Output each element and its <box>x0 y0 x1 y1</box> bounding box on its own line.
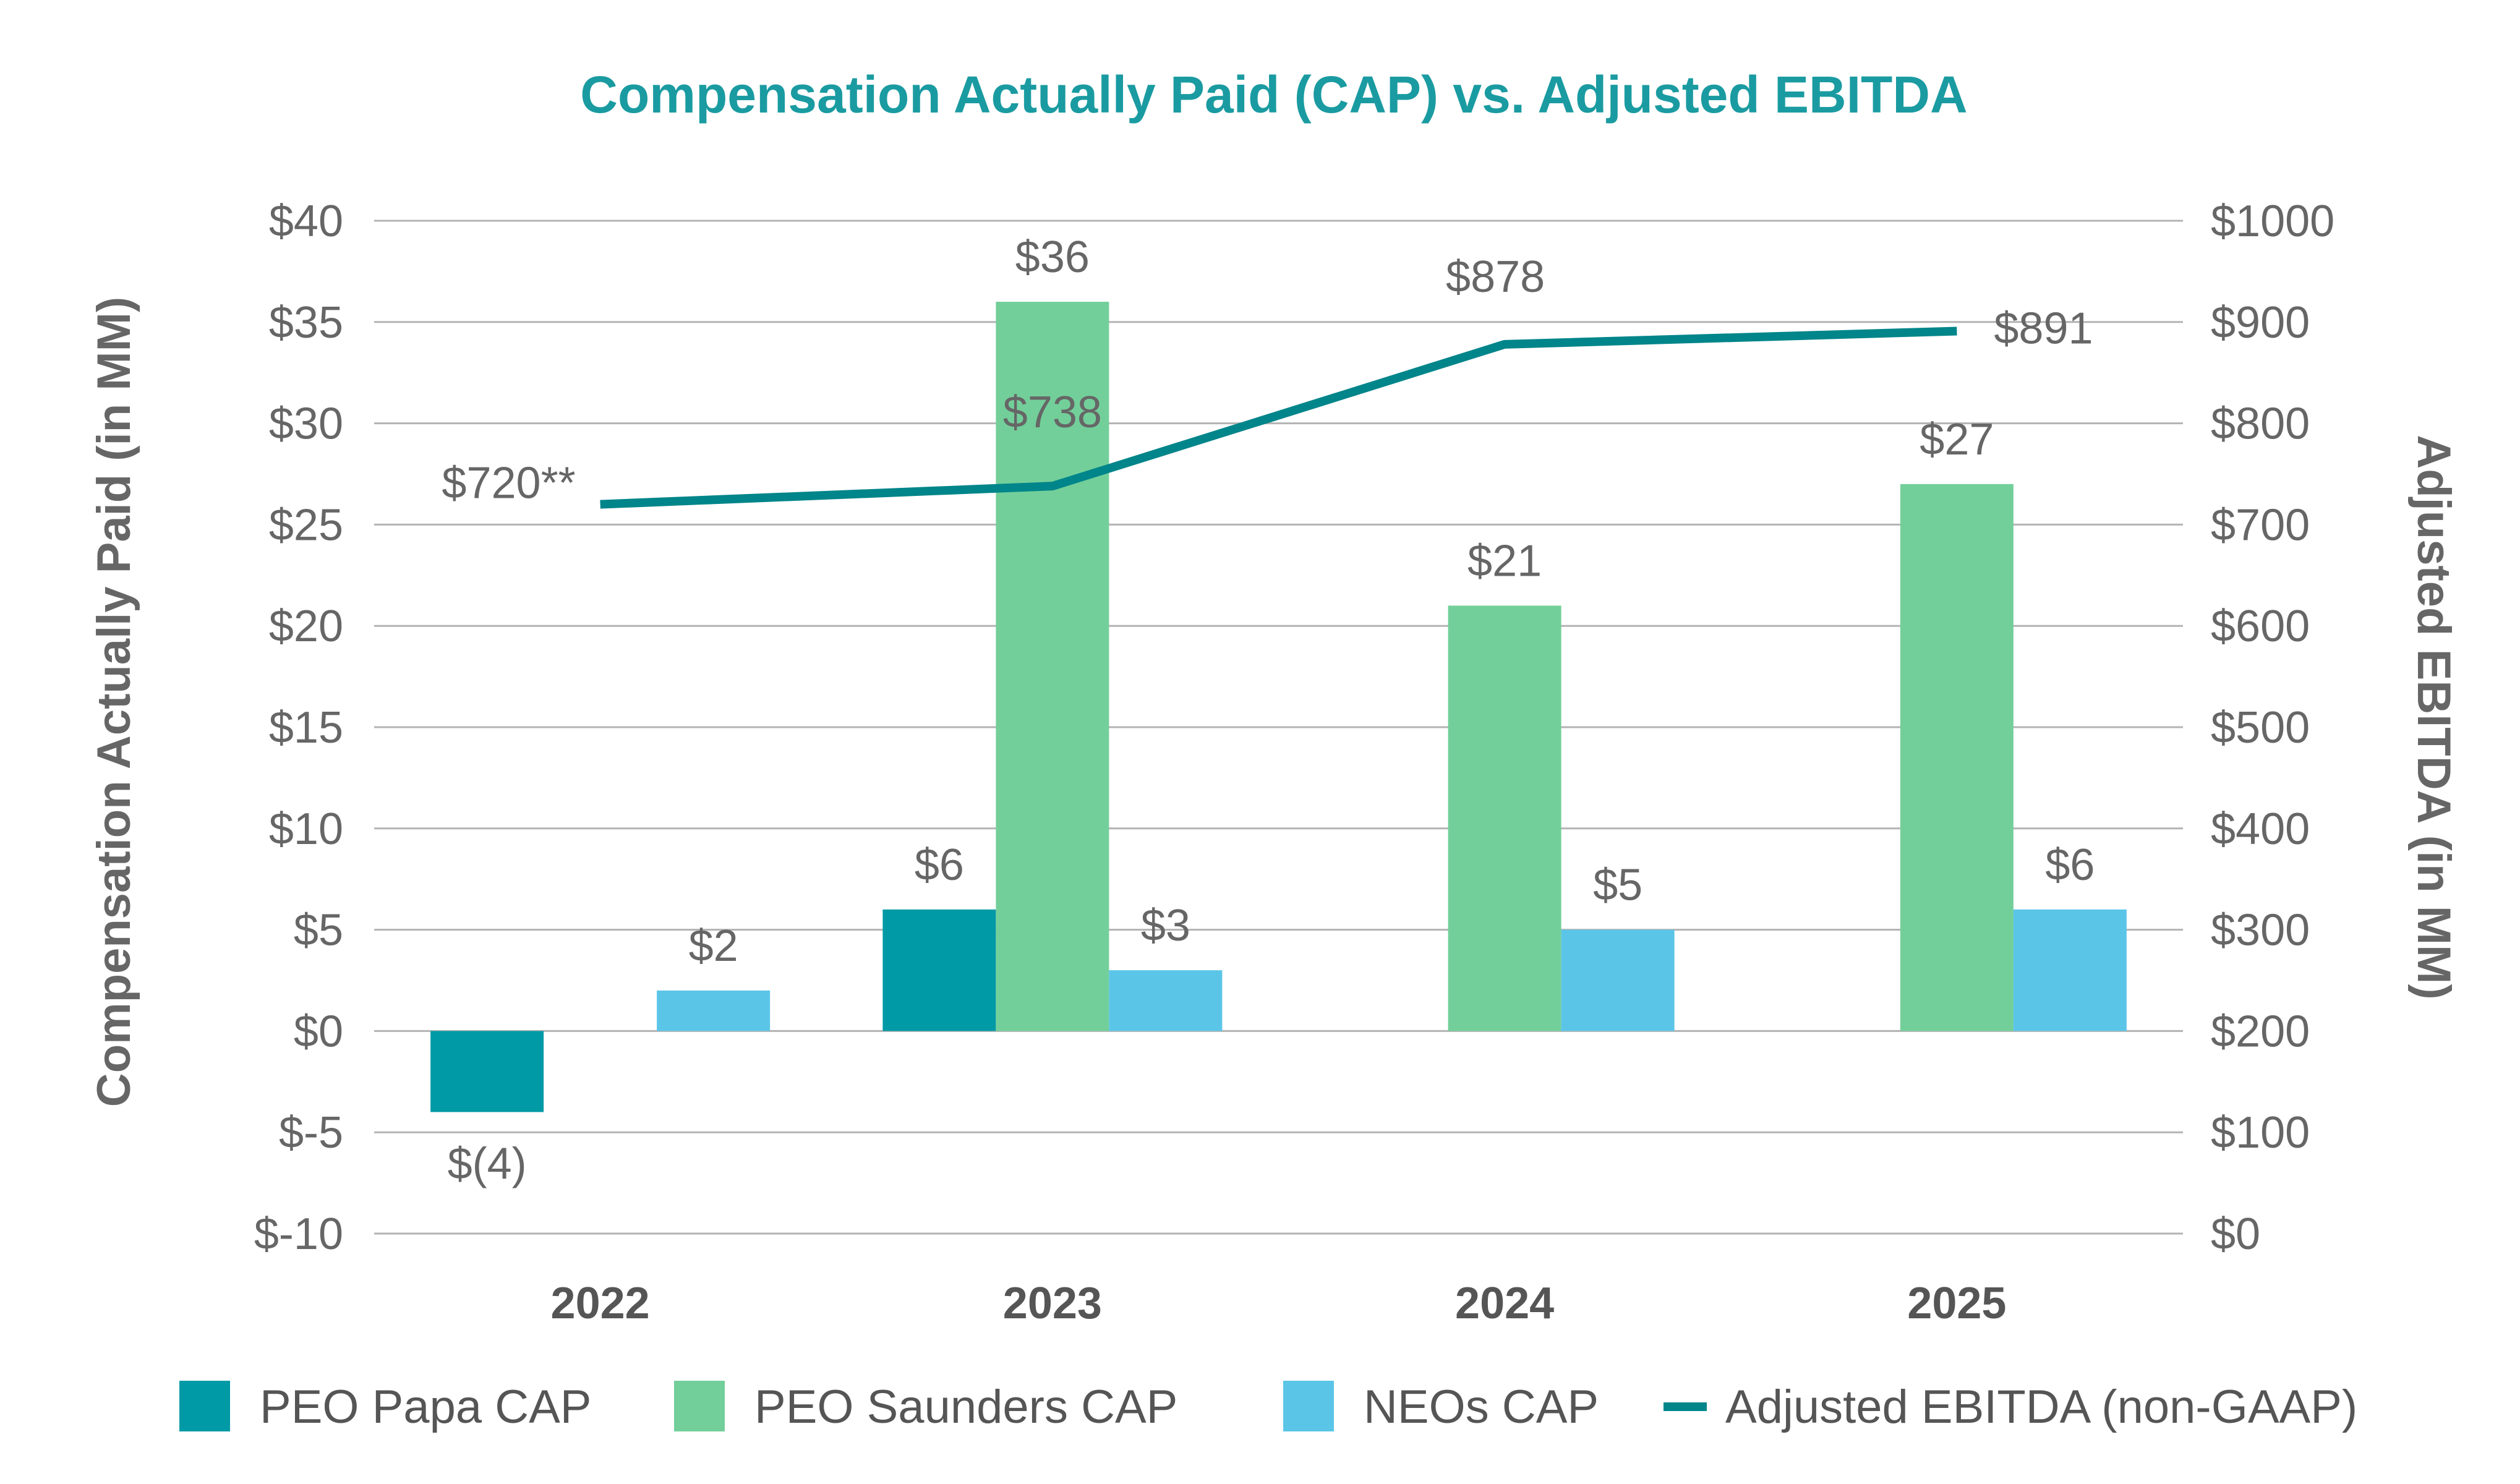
x-category-label: 2024 <box>1455 1279 1554 1328</box>
y-tick-label: $25 <box>269 500 343 550</box>
bar <box>657 990 771 1031</box>
y-axis-title: Compensation Actually Paid (in MM) <box>88 297 140 1107</box>
legend-label: NEOs CAP <box>1364 1381 1599 1433</box>
bar <box>1448 605 1561 1031</box>
data-labels: $(4) $6 $36 $21 $27 $2 $3 $5 $6 $720** $738 $878 $89… <box>442 232 2095 1188</box>
y-tick-label: $5 <box>294 906 343 955</box>
y-tick-label: $-5 <box>279 1108 343 1158</box>
y2-tick-label: $800 <box>2211 399 2310 449</box>
y-tick-label: $20 <box>269 602 343 651</box>
y2-tick-label: $0 <box>2211 1209 2260 1259</box>
line-value-label: $738 <box>1003 388 1102 437</box>
bar <box>996 302 1109 1031</box>
y2-tick-label: $200 <box>2211 1007 2310 1056</box>
bar <box>882 909 996 1031</box>
bar-value-label: $5 <box>1593 861 1642 910</box>
line-value-label: $878 <box>1446 252 1545 302</box>
y2-axis-title: Adjusted EBITDA (in MM) <box>2407 435 2460 999</box>
y-tick-label: $10 <box>269 804 343 854</box>
axes: Compensation Actually Paid (in MM) Adjus… <box>88 197 2460 1328</box>
x-category-label: 2025 <box>1907 1279 2006 1328</box>
x-category-label: 2023 <box>1003 1279 1102 1328</box>
bar-value-label: $6 <box>915 840 964 890</box>
y-tick-label: $40 <box>269 197 343 246</box>
bar-value-label: $36 <box>1015 232 1090 282</box>
legend-label: PEO Saunders CAP <box>754 1381 1177 1433</box>
y2-tick-label: $100 <box>2211 1108 2310 1158</box>
bar <box>2013 909 2127 1031</box>
line-value-label: $720** <box>442 459 575 508</box>
legend-label: Adjusted EBITDA (non-GAAP) <box>1725 1381 2357 1433</box>
line-value-label: $891 <box>1994 304 2093 354</box>
gridlines <box>374 220 2183 1235</box>
y2-tick-label: $500 <box>2211 703 2310 753</box>
bar-value-label: $6 <box>2045 840 2095 890</box>
bar <box>430 1031 544 1112</box>
chart-title: Compensation Actually Paid (CAP) vs. Adj… <box>580 66 1967 124</box>
y2-tick-label: $400 <box>2211 804 2310 854</box>
x-category-label: 2022 <box>551 1279 650 1328</box>
bar-value-label: $3 <box>1141 901 1190 950</box>
legend-swatch <box>1283 1381 1334 1431</box>
ebitda-line <box>600 326 1957 509</box>
bar <box>1561 929 1675 1031</box>
bar-value-label: $2 <box>689 921 738 971</box>
legend-swatch <box>674 1381 725 1431</box>
bar <box>1900 484 2014 1031</box>
y-tick-label: $30 <box>269 399 343 449</box>
y-tick-label: $35 <box>269 298 343 348</box>
y-tick-label: $-10 <box>254 1209 343 1259</box>
bar-value-label: $27 <box>1920 415 1994 464</box>
bars <box>430 302 2127 1112</box>
y2-tick-label: $1000 <box>2211 197 2334 246</box>
y-tick-label: $0 <box>294 1007 343 1056</box>
legend: PEO Papa CAP PEO Saunders CAP NEOs CAP Adju… <box>179 1381 2357 1433</box>
y2-tick-label: $600 <box>2211 602 2310 651</box>
bar <box>1109 970 1223 1031</box>
y2-tick-label: $700 <box>2211 500 2310 550</box>
ebitda-line-layer <box>600 326 1957 509</box>
y2-tick-label: $300 <box>2211 906 2310 955</box>
legend-swatch <box>179 1381 230 1431</box>
bar-value-label: $21 <box>1467 536 1542 586</box>
legend-label: PEO Papa CAP <box>260 1381 592 1433</box>
bar-value-label: $(4) <box>448 1139 527 1188</box>
y-tick-label: $15 <box>269 703 343 753</box>
y2-tick-label: $900 <box>2211 298 2310 348</box>
